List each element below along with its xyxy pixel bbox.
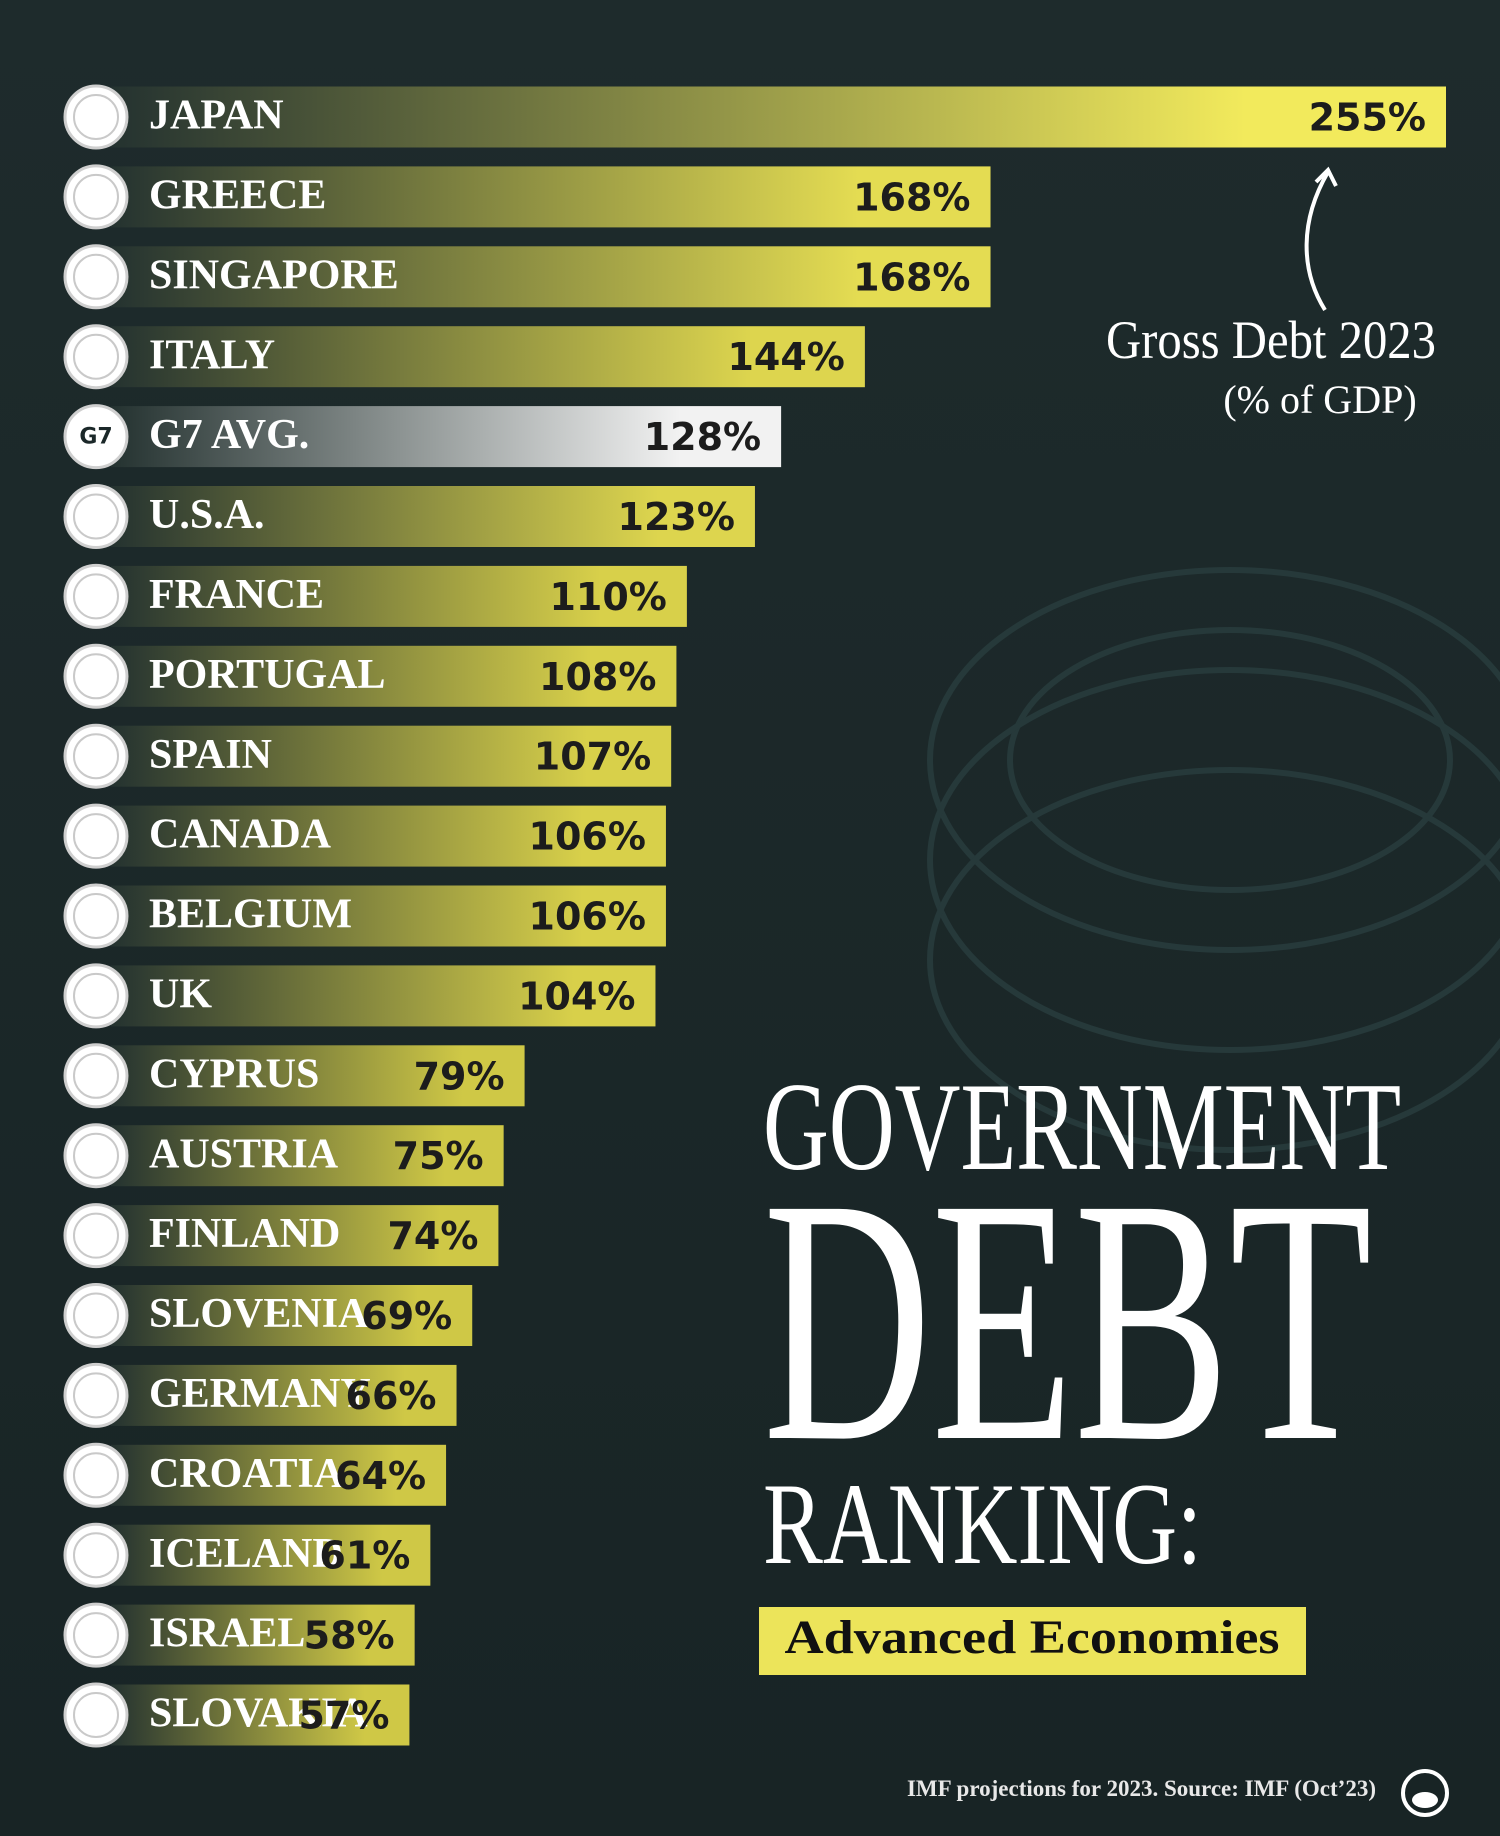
value-label: 106% <box>529 895 646 939</box>
flag-emblem <box>73 653 119 700</box>
bar <box>111 965 656 1027</box>
annotation: Gross Debt 2023 <box>1106 310 1436 370</box>
category-label: GERMANY <box>149 1371 371 1417</box>
bar <box>111 1684 410 1746</box>
value-label: 61% <box>319 1534 410 1578</box>
bar <box>111 805 666 867</box>
flag-emblem <box>73 733 119 780</box>
coin-decoration <box>927 567 1500 1153</box>
bar <box>111 86 1446 148</box>
logo <box>1401 1769 1449 1817</box>
flag-emblem <box>73 813 119 860</box>
bars: JAPAN 255% GREECE 168% SINGAPORE 168% ITALY 144… <box>63 84 1446 1748</box>
value-label: 104% <box>518 974 635 1018</box>
flag-emblem <box>73 972 119 1019</box>
value-label: 64% <box>335 1454 426 1498</box>
value-label: 107% <box>534 735 651 779</box>
value-label: 75% <box>393 1134 484 1178</box>
arrow <box>1304 166 1338 312</box>
bar <box>111 885 666 947</box>
category-label: G7 AVG. <box>149 412 309 458</box>
flag-emblem <box>73 1532 119 1579</box>
category-label: FINLAND <box>149 1211 340 1257</box>
bar <box>111 1285 473 1346</box>
flag <box>63 404 129 470</box>
bar <box>111 725 672 787</box>
flag-emblem <box>73 893 119 939</box>
bar <box>111 1604 415 1666</box>
title-line: DEBT <box>763 1126 1372 1514</box>
value-label: 168% <box>853 255 970 299</box>
flag-emblem <box>73 1612 119 1659</box>
bar <box>111 645 677 707</box>
bar <box>111 486 755 547</box>
value-label: 79% <box>414 1054 505 1098</box>
value-label: 123% <box>618 495 735 539</box>
flag-emblem <box>73 1212 119 1259</box>
category-label: FRANCE <box>149 572 324 618</box>
category-label: SPAIN <box>149 732 272 778</box>
category-label: SINGAPORE <box>149 252 399 298</box>
value-label: 144% <box>727 335 844 379</box>
flag-emblem <box>73 1052 119 1099</box>
value-label: 57% <box>298 1694 389 1738</box>
bar <box>111 246 991 308</box>
category-label: CYPRUS <box>149 1051 319 1097</box>
category-label: PORTUGAL <box>149 652 386 698</box>
category-label: ICELAND <box>149 1531 343 1577</box>
category-label: BELGIUM <box>149 892 352 938</box>
bar <box>111 1444 447 1506</box>
subtitle: Advanced Economies <box>785 1611 1280 1664</box>
bar <box>111 166 991 228</box>
title-line: GOVERNMENT <box>763 1058 1401 1197</box>
category-label: CROATIA <box>149 1451 345 1497</box>
bar <box>111 406 782 468</box>
flag-emblem <box>73 1452 119 1499</box>
category-label: SLOVAKIA <box>149 1691 368 1737</box>
source: IMF projections for 2023. Source: IMF (O… <box>907 1776 1376 1801</box>
flag-emblem <box>73 1292 119 1339</box>
bar <box>111 565 687 627</box>
subtitle-box <box>759 1607 1306 1675</box>
category-label: ITALY <box>149 332 275 378</box>
value-label: 255% <box>1309 96 1426 140</box>
value-label: 108% <box>539 655 656 699</box>
category-label: SLOVENIA <box>149 1291 369 1337</box>
bar <box>111 1205 499 1267</box>
category-label: JAPAN <box>149 93 284 139</box>
value-label: 168% <box>853 175 970 219</box>
flag-emblem <box>73 493 119 540</box>
flag-label: G7 <box>79 425 112 450</box>
value-label: 66% <box>346 1374 437 1418</box>
bar <box>111 326 865 388</box>
value-label: 69% <box>361 1294 452 1338</box>
flag-emblem <box>73 94 119 140</box>
bar <box>111 1364 457 1426</box>
value-label: 58% <box>304 1614 395 1658</box>
category-label: CANADA <box>149 812 332 858</box>
title-line: RANKING: <box>763 1460 1202 1589</box>
category-label: ISRAEL <box>149 1611 305 1657</box>
category-label: GREECE <box>149 173 326 219</box>
category-label: U.S.A. <box>149 492 265 538</box>
value-label: 74% <box>387 1214 478 1258</box>
value-label: 110% <box>549 575 666 619</box>
flag-emblem <box>73 573 119 620</box>
flag-emblem <box>73 1692 119 1738</box>
value-label: 106% <box>529 815 646 859</box>
value-label: 128% <box>644 415 761 459</box>
category-label: AUSTRIA <box>149 1131 339 1177</box>
annotation-unit: (% of GDP) <box>1223 377 1416 422</box>
flag-emblem <box>73 253 119 300</box>
category-label: UK <box>149 972 212 1018</box>
flag-emblem <box>73 173 119 220</box>
bar <box>111 1045 525 1107</box>
flag-emblem <box>73 333 119 380</box>
flag-emblem <box>73 1372 119 1419</box>
bar <box>111 1125 504 1187</box>
bar <box>111 1524 431 1586</box>
flag-emblem <box>73 1132 119 1179</box>
